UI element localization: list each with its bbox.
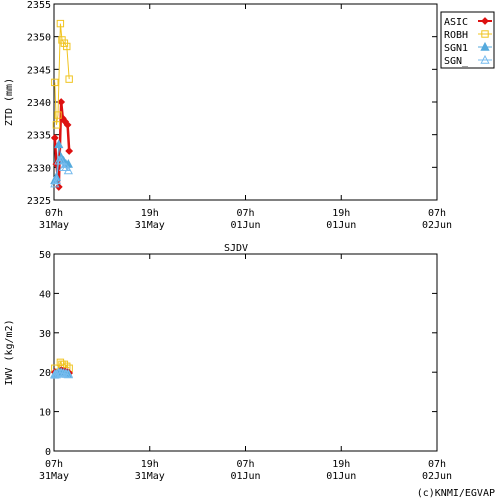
data-point-robh [54, 111, 62, 119]
y-tick-label: 2335 [27, 131, 51, 142]
x-tick-label: 01Jun [230, 220, 260, 231]
x-tick-label: 01Jun [326, 471, 356, 482]
x-tick-label: 31May [39, 471, 69, 482]
credit-text: (c)KNMI/EGVAP [417, 488, 495, 499]
data-point-robh [56, 358, 65, 367]
legend-marker [480, 41, 490, 51]
legend-label: SGN_ [444, 56, 469, 67]
plot-frame-2 [53, 253, 438, 452]
x-tick-label: 19h [332, 208, 350, 219]
x-tick-label: 19h [332, 459, 350, 470]
x-tick-label: 07h [428, 208, 446, 219]
x-tick-label: 07h [45, 208, 63, 219]
y-tick-label: 20 [39, 368, 51, 379]
legend-label: ASIC [444, 17, 468, 28]
data-point-robh [63, 42, 71, 51]
data-point-sgn [63, 165, 73, 175]
data-point-sgn [56, 367, 66, 377]
data-point-sgn [56, 155, 66, 165]
legend-label: SGN1 [444, 43, 468, 54]
legend-marker [480, 54, 490, 64]
x-tick-label: 31May [135, 220, 165, 231]
data-point-sgn [51, 175, 62, 185]
data-point-robh [60, 360, 69, 369]
y-tick-label: 2350 [27, 33, 51, 44]
y-tick-label: 2325 [27, 196, 51, 207]
data-point-robh [56, 19, 65, 28]
y-tick-label: 0 [45, 447, 51, 458]
data-point-robh [51, 78, 59, 87]
figure-title: SJDV [224, 243, 248, 254]
data-point-robh [52, 121, 61, 129]
x-tick-label: 19h [141, 208, 159, 219]
plot-frame-1 [53, 3, 438, 201]
y-tick-label: 2340 [27, 98, 51, 109]
legend-marker [481, 17, 489, 25]
x-tick-label: 07h [428, 459, 446, 470]
legend-label: ROBH [444, 30, 468, 41]
y-tick-label: 10 [39, 408, 51, 419]
x-tick-label: 07h [45, 459, 63, 470]
x-tick-label: 07h [236, 208, 254, 219]
x-tick-label: 07h [236, 459, 254, 470]
x-tick-label: 01Jun [326, 220, 356, 231]
data-point-robh [65, 75, 73, 83]
x-tick-label: 02Jun [422, 220, 452, 231]
y-tick-label: 40 [39, 289, 51, 300]
data-point-asic [50, 134, 59, 142]
data-point-asic [57, 98, 66, 106]
legend-marker [481, 30, 489, 38]
data-point-asic [63, 120, 72, 129]
data-point-sgn1 [54, 139, 64, 149]
y-tick-label: 2345 [27, 65, 51, 76]
y-axis-label: IWV (kg/m2) [4, 319, 15, 385]
x-tick-label: 19h [141, 459, 159, 470]
x-tick-label: 31May [39, 220, 69, 231]
y-tick-label: 30 [39, 329, 51, 340]
data-point-sgn [63, 369, 73, 379]
x-tick-label: 02Jun [422, 471, 452, 482]
x-tick-label: 31May [135, 471, 165, 482]
y-axis-label: ZTD (mm) [4, 78, 15, 126]
y-tick-label: 2330 [27, 163, 51, 174]
x-tick-label: 01Jun [230, 471, 260, 482]
data-point-asic [65, 147, 74, 155]
y-tick-label: 2355 [27, 0, 51, 11]
y-tick-label: 50 [39, 250, 51, 261]
